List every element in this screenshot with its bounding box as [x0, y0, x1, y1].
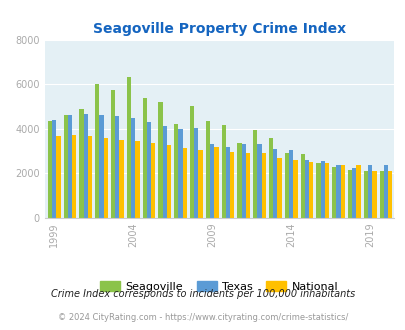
Bar	[198, 150, 202, 218]
Title: Seagoville Property Crime Index: Seagoville Property Crime Index	[92, 22, 345, 36]
Bar	[367, 165, 371, 218]
Bar	[324, 163, 328, 218]
Bar	[241, 144, 245, 218]
Legend: Seagoville, Texas, National: Seagoville, Texas, National	[96, 277, 342, 296]
Bar	[300, 154, 304, 218]
Bar	[142, 98, 147, 218]
Bar	[292, 160, 297, 218]
Bar	[351, 168, 356, 218]
Bar	[147, 122, 151, 218]
Bar	[308, 162, 313, 218]
Bar	[205, 121, 209, 218]
Bar	[95, 84, 99, 218]
Bar	[268, 138, 273, 218]
Bar	[245, 153, 249, 218]
Bar	[214, 147, 218, 218]
Bar	[190, 106, 194, 218]
Text: © 2024 CityRating.com - https://www.cityrating.com/crime-statistics/: © 2024 CityRating.com - https://www.city…	[58, 313, 347, 322]
Bar	[315, 163, 320, 218]
Bar	[151, 143, 155, 218]
Bar	[68, 115, 72, 218]
Bar	[261, 153, 265, 218]
Bar	[99, 115, 103, 218]
Bar	[64, 115, 68, 218]
Bar	[387, 171, 391, 218]
Bar	[79, 109, 83, 218]
Bar	[284, 153, 288, 218]
Bar	[383, 165, 387, 218]
Bar	[52, 120, 56, 218]
Bar	[158, 102, 162, 218]
Bar	[56, 137, 60, 218]
Bar	[182, 148, 186, 218]
Bar	[225, 147, 230, 218]
Bar	[166, 146, 171, 218]
Bar	[230, 152, 234, 218]
Bar	[273, 149, 277, 218]
Bar	[162, 126, 166, 218]
Bar	[72, 135, 76, 218]
Bar	[304, 160, 308, 218]
Bar	[131, 117, 135, 218]
Bar	[356, 165, 360, 218]
Bar	[288, 150, 292, 218]
Bar	[111, 90, 115, 218]
Bar	[336, 165, 340, 218]
Bar	[126, 78, 131, 218]
Bar	[103, 138, 108, 218]
Bar	[87, 137, 92, 218]
Bar	[277, 158, 281, 218]
Bar	[221, 125, 225, 218]
Bar	[194, 128, 198, 218]
Bar	[237, 143, 241, 218]
Bar	[371, 171, 375, 218]
Bar	[135, 141, 139, 218]
Bar	[331, 167, 336, 218]
Bar	[48, 121, 52, 218]
Bar	[363, 171, 367, 218]
Bar	[115, 116, 119, 218]
Bar	[340, 165, 344, 218]
Bar	[252, 130, 257, 218]
Bar	[178, 129, 182, 218]
Bar	[209, 144, 214, 218]
Bar	[119, 140, 124, 218]
Bar	[347, 170, 351, 218]
Bar	[174, 124, 178, 218]
Bar	[320, 161, 324, 218]
Bar	[379, 171, 383, 218]
Bar	[257, 144, 261, 218]
Text: Crime Index corresponds to incidents per 100,000 inhabitants: Crime Index corresponds to incidents per…	[51, 289, 354, 299]
Bar	[83, 114, 87, 218]
